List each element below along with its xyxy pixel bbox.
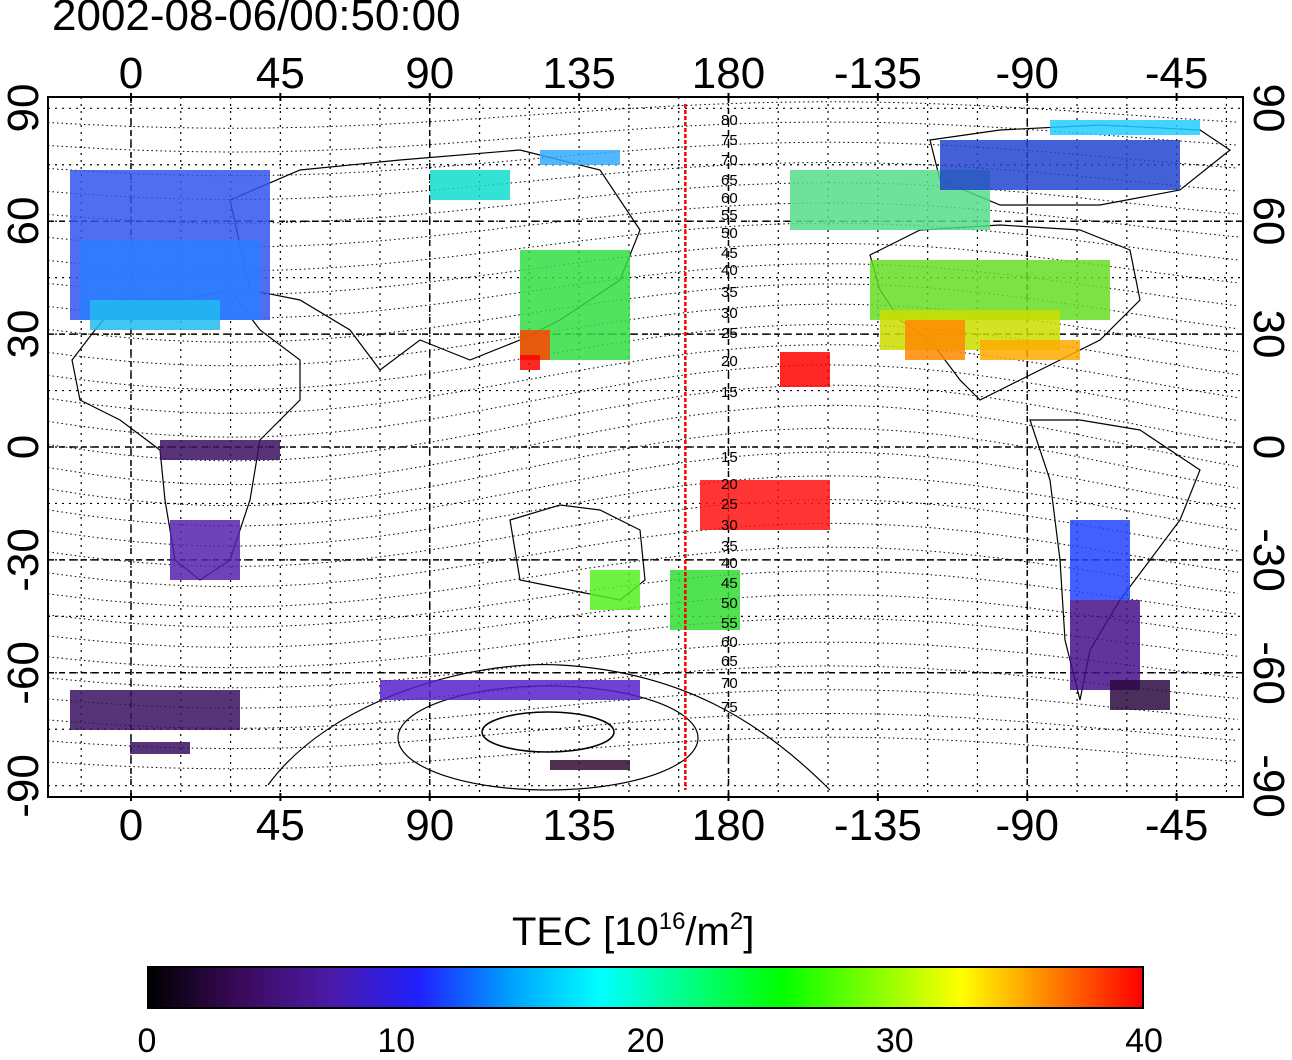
tec-data-patch xyxy=(520,355,540,370)
lon-tick-label-bottom: 45 xyxy=(255,801,305,850)
magnetic-contour xyxy=(47,121,1239,153)
magnetic-contour xyxy=(47,303,1239,367)
magnetic-contour xyxy=(47,101,1239,129)
tec-data-patch xyxy=(780,352,830,387)
magnetic-contour xyxy=(47,364,1239,438)
lon-tick-label-top: 0 xyxy=(118,49,144,98)
contour-label: 45 xyxy=(721,575,738,592)
contour-label: 50 xyxy=(721,225,738,242)
magnetic-contour xyxy=(47,689,1239,729)
magnetic-contour xyxy=(47,384,1239,462)
lon-tick-label-bottom: 0 xyxy=(118,801,144,850)
magnetic-contour xyxy=(47,736,1239,770)
magnetic-contour xyxy=(47,522,1239,588)
plot-title: 2002-08-06/00:50:00 xyxy=(52,0,461,40)
coastline xyxy=(509,504,646,601)
tec-data-patch xyxy=(670,570,740,630)
polar-contour-outer xyxy=(267,663,831,791)
contour-label: 35 xyxy=(721,284,738,301)
colorbar-tick-label: 20 xyxy=(626,1022,665,1060)
lon-tick-label-bottom: 180 xyxy=(691,801,766,850)
lon-tick-label-top: 180 xyxy=(691,49,766,98)
lon-tick-label-bottom: -90 xyxy=(995,801,1060,850)
tec-data-patch xyxy=(540,150,620,165)
lon-tick-label-top: 90 xyxy=(405,49,455,98)
contour-label: 25 xyxy=(721,496,738,513)
contour-label: 55 xyxy=(721,615,738,632)
polar-contour-inner xyxy=(481,711,615,753)
colorbar-tick-label: 10 xyxy=(377,1022,416,1060)
contour-label: 75 xyxy=(721,132,738,149)
contour-label: 20 xyxy=(721,476,738,493)
lon-tick-label-top: 45 xyxy=(255,49,305,98)
magnetic-contour xyxy=(47,713,1239,749)
contour-label: 65 xyxy=(721,653,738,670)
contour-label: 55 xyxy=(721,207,738,224)
colorbar-tick-label: 30 xyxy=(875,1022,914,1060)
colorbar-tick-label: 0 xyxy=(137,1022,157,1060)
tec-data-patch xyxy=(1070,600,1140,690)
magnetic-contour xyxy=(47,404,1239,486)
lon-tick-label-bottom: -45 xyxy=(1144,801,1209,850)
magnetic-contour xyxy=(47,570,1239,628)
lon-tick-label-bottom: -135 xyxy=(833,801,922,850)
tec-data-patch xyxy=(940,140,1180,190)
lon-tick-label-top: 135 xyxy=(542,49,616,98)
lon-tick-label-bottom: 135 xyxy=(542,801,616,850)
contour-label: 30 xyxy=(721,517,738,534)
contour-label: 15 xyxy=(721,449,738,466)
colorbar-tick-label: 40 xyxy=(1125,1022,1163,1060)
colorbar-label: TEC [1016/m2] xyxy=(512,908,755,954)
tec-data-patch xyxy=(70,690,240,730)
magnetic-contour xyxy=(47,283,1239,343)
tec-data-patch xyxy=(1110,680,1170,710)
tec-data-patch xyxy=(1050,120,1200,135)
tec-data-patch xyxy=(130,742,190,754)
tec-data-patch xyxy=(160,440,280,460)
contour-label: 65 xyxy=(721,172,738,189)
contour-label: 50 xyxy=(721,595,738,612)
tec-data-patch xyxy=(430,170,510,200)
tec-data-patch xyxy=(700,480,830,530)
contour-label: 15 xyxy=(721,384,738,401)
tec-data-patch xyxy=(90,300,220,330)
tec-data-patch xyxy=(550,760,630,770)
contour-label: 40 xyxy=(721,555,738,572)
magnetic-contour xyxy=(47,617,1239,669)
magnetic-contour xyxy=(47,451,1239,527)
tec-data-patch xyxy=(1070,520,1130,600)
contour-label: 30 xyxy=(721,305,738,322)
contour-label: 75 xyxy=(721,699,738,716)
magnetic-contour xyxy=(47,475,1239,547)
magnetic-contour xyxy=(47,344,1239,414)
contour-label: 70 xyxy=(721,152,738,169)
contour-label: 25 xyxy=(721,325,738,342)
contour-label: 20 xyxy=(721,353,738,370)
tec-data-patch xyxy=(590,570,640,610)
lon-tick-label-bottom: 90 xyxy=(405,801,455,850)
contour-label: 70 xyxy=(721,675,738,692)
tec-data-patch xyxy=(980,340,1080,360)
tec-data-patch xyxy=(905,320,965,360)
magnetic-contour xyxy=(47,499,1239,567)
contour-label: 35 xyxy=(721,538,738,555)
contour-label: 60 xyxy=(721,634,738,651)
magnetic-contour xyxy=(47,594,1239,648)
tec-data-patch xyxy=(380,680,640,700)
tec-data-patch xyxy=(170,520,240,580)
tec-colorbar xyxy=(147,966,1144,1009)
lon-tick-label-top: -135 xyxy=(833,49,922,98)
lon-tick-label-top: -45 xyxy=(1144,49,1209,98)
magnetic-contour xyxy=(47,665,1239,709)
contour-label: 40 xyxy=(721,262,738,279)
contour-label: 45 xyxy=(721,245,738,262)
lon-tick-label-top: -90 xyxy=(995,49,1060,98)
contour-label: 60 xyxy=(721,190,738,207)
contour-label: 80 xyxy=(721,112,738,129)
magnetic-contour xyxy=(47,641,1239,689)
magnetic-contour xyxy=(47,323,1239,391)
